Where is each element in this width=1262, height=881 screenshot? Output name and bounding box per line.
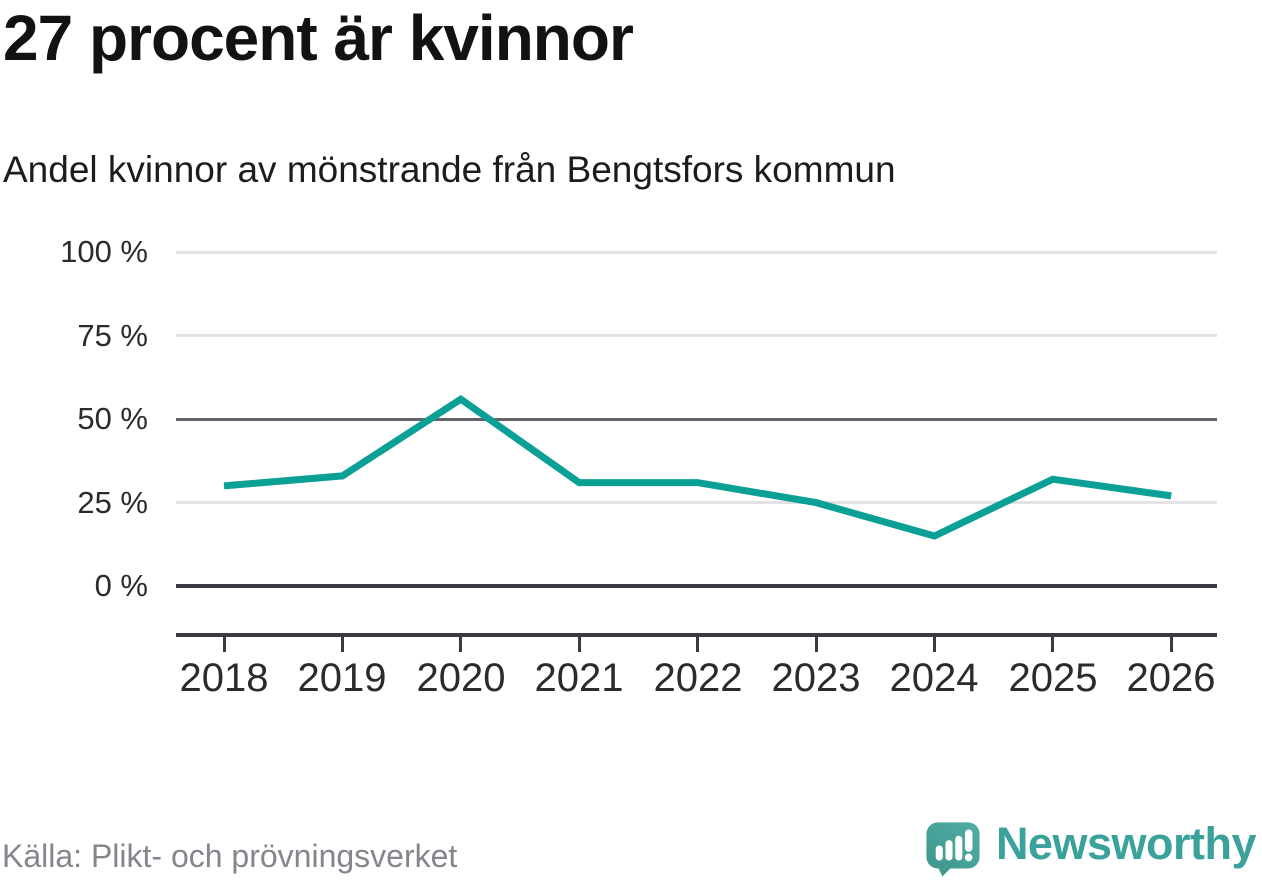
bar-chart-glyph (935, 835, 963, 861)
x-axis-label: 2020 (416, 656, 506, 700)
y-axis-label: 25 % (77, 485, 148, 520)
x-axis-label: 2019 (297, 656, 387, 700)
x-axis-tick (1051, 635, 1054, 652)
y-axis-label: 75 % (77, 318, 148, 353)
x-axis-tick (815, 635, 818, 652)
source-note: Källa: Plikt- och prövningsverket (2, 838, 458, 874)
y-axis-label: 50 % (77, 401, 148, 436)
y-axis-label: 100 % (60, 234, 148, 269)
exclamation-glyph (964, 829, 973, 862)
x-axis-tick (578, 635, 581, 652)
x-axis-label: 2026 (1126, 656, 1216, 700)
chart-subtitle: Andel kvinnor av mönstrande från Bengtsf… (3, 149, 896, 190)
gridline-0 (176, 584, 1217, 588)
x-axis-tick (459, 635, 462, 652)
x-axis-tick (933, 635, 936, 652)
gridline-75 (176, 334, 1217, 337)
x-axis-label: 2024 (889, 656, 979, 700)
x-axis-label: 2023 (771, 656, 861, 700)
newsworthy-wordmark: Newsworthy (995, 818, 1257, 869)
x-axis-tick (1170, 635, 1173, 652)
x-axis-label: 2022 (653, 656, 743, 700)
chart-title: 27 procent är kvinnor (3, 2, 634, 74)
x-axis-label: 2025 (1008, 656, 1098, 700)
x-axis-label: 2018 (179, 656, 269, 700)
gridline-50 (176, 418, 1217, 421)
x-axis-tick (223, 635, 226, 652)
x-axis-tick (696, 635, 699, 652)
y-axis-label: 0 % (94, 568, 148, 603)
x-axis-tick (341, 635, 344, 652)
newsworthy-logo-icon (926, 822, 980, 877)
newsworthy-logo: Newsworthy (922, 813, 1257, 881)
x-axis-label: 2021 (534, 656, 624, 700)
gridline-25 (176, 501, 1217, 504)
gridline-100 (176, 251, 1217, 254)
